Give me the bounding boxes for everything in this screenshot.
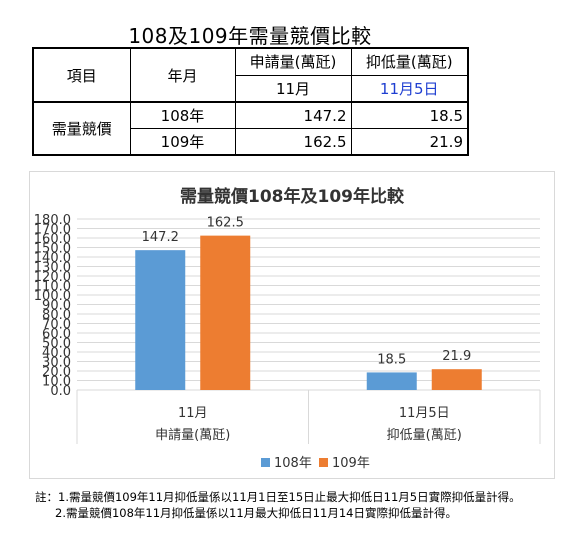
chart-container: 需量競價108年及109年比較 0.0 10.0 20.0 30.0 40.0 50.0 6… <box>29 171 555 479</box>
note-line-1: 註：1.需量競價109年11月抑低量係以11月1日至15日止最大抑低日11月5日… <box>35 490 521 504</box>
y-tick-label: 140.0 <box>34 251 71 266</box>
y-tick-label: 120.0 <box>34 270 71 285</box>
legend-label: 108年 <box>274 456 312 471</box>
y-tick-label: 50.0 <box>42 337 71 352</box>
x-category-label: 11月 <box>178 406 208 421</box>
legend-label: 109年 <box>332 456 370 471</box>
chart-title: 需量競價108年及109年比較 <box>180 187 404 207</box>
header-apply-month: 11月 <box>234 74 352 103</box>
y-tick-label: 180.0 <box>34 213 71 228</box>
y-tick-label: 40.0 <box>42 346 71 361</box>
y-tick-label: 30.0 <box>42 356 71 371</box>
bar-109年-1 <box>431 369 482 390</box>
row-apply-108: 147.2 <box>234 101 352 129</box>
header-lower-date: 11月5日 <box>350 74 469 103</box>
note-line-2: 2.需量競價108年11月抑低量係以11月最大抑低日11月14日實際抑低量計得。 <box>55 506 457 520</box>
y-tick-label: 170.0 <box>34 223 71 238</box>
data-label: 147.2 <box>142 230 179 245</box>
y-tick-label: 0.0 <box>50 384 71 399</box>
bar-109年-0 <box>200 235 251 390</box>
legend-swatch <box>319 458 328 467</box>
header-item: 項目 <box>32 47 131 103</box>
y-tick-label: 100.0 <box>34 289 71 304</box>
y-tick-label: 20.0 <box>42 365 71 380</box>
summary-table: 項目 年月 申請量(萬瓩) 抑低量(萬瓩) 11月 11月5日 需量競價 108… <box>32 47 469 156</box>
row-lower-109: 21.9 <box>350 128 469 156</box>
row-group-label: 需量競價 <box>32 101 131 156</box>
x-category-label: 11月5日 <box>399 406 450 421</box>
row-lower-108: 18.5 <box>350 101 469 129</box>
y-tick-label: 110.0 <box>34 280 71 295</box>
row-year-109: 109年 <box>129 128 236 156</box>
y-tick-label: 70.0 <box>42 318 71 333</box>
y-tick-label: 160.0 <box>34 232 71 247</box>
header-lower: 抑低量(萬瓩) <box>350 47 469 76</box>
data-label: 21.9 <box>442 349 471 364</box>
y-tick-label: 90.0 <box>42 299 71 314</box>
table-title: 108及109年需量競價比較 <box>128 24 372 48</box>
y-tick-label: 60.0 <box>42 327 71 342</box>
bar-108年-1 <box>366 372 417 390</box>
y-tick-label: 150.0 <box>34 242 71 257</box>
data-label: 162.5 <box>207 216 244 231</box>
legend-swatch <box>261 458 270 467</box>
y-tick-label: 130.0 <box>34 261 71 276</box>
header-year: 年月 <box>129 47 236 103</box>
header-apply: 申請量(萬瓩) <box>234 47 352 76</box>
x-group-label: 抑低量(萬瓩) <box>387 428 462 443</box>
bar-chart: 0.010.020.030.040.050.060.070.080.090.01… <box>34 213 541 471</box>
row-year-108: 108年 <box>129 101 236 129</box>
y-tick-label: 80.0 <box>42 308 71 323</box>
y-tick-label: 10.0 <box>42 375 71 390</box>
row-apply-109: 162.5 <box>234 128 352 156</box>
data-label: 18.5 <box>377 352 406 367</box>
x-group-label: 申請量(萬瓩) <box>155 428 230 443</box>
bar-108年-0 <box>135 250 186 390</box>
